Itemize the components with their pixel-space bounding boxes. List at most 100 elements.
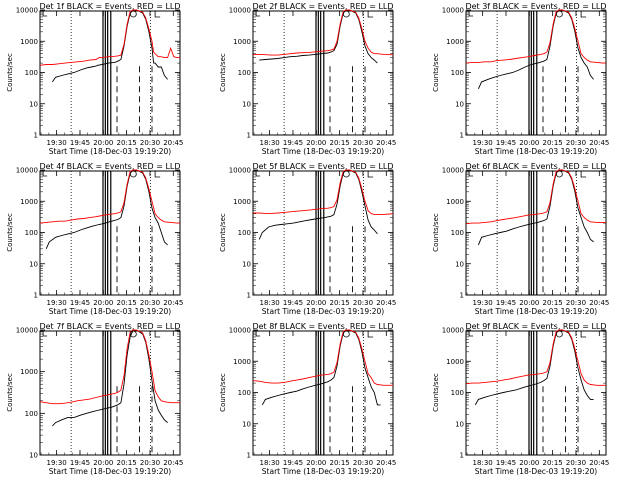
y-tick-label: 100 <box>451 69 464 77</box>
series-events-line <box>259 9 378 64</box>
corner-marker-left <box>42 171 48 177</box>
x-tick-label: 20:30 <box>353 459 373 467</box>
panel-1: Det 1f BLACK = Events, RED = LLD Counts/s… <box>6 2 183 156</box>
series-lld-line <box>252 329 393 386</box>
corner-marker <box>154 171 161 178</box>
y-tick-label: 10000 <box>442 7 464 15</box>
x-tick-label: 19:45 <box>283 299 303 307</box>
y-tick-label: 1 <box>34 132 38 140</box>
plot-frame <box>465 170 607 296</box>
x-axis-label: Start Time (18-Dec-03 19:19:20) <box>262 467 384 476</box>
series-lld-line <box>465 9 606 64</box>
y-tick-label: 1000 <box>446 358 464 366</box>
series-events-line <box>52 9 168 83</box>
x-tick-label: 20:00 <box>306 299 326 307</box>
x-tick-label: 20:15 <box>330 299 350 307</box>
x-tick-label: 20:15 <box>543 459 563 467</box>
series-events-line <box>477 169 594 246</box>
y-tick-label: 100 <box>25 69 38 77</box>
x-tick-label: 20:45 <box>163 299 183 307</box>
panel-title: Det 8f BLACK = Events, RED = LLD <box>252 322 393 331</box>
corner-marker-left <box>468 171 474 177</box>
corner-marker-left <box>42 11 48 17</box>
y-tick-label: 1000 <box>233 198 251 206</box>
x-tick-label: 19:45 <box>70 299 90 307</box>
y-tick-label: 10000 <box>16 327 38 335</box>
panel-8: Det 8f BLACK = Events, RED = LLD Counts/s… <box>219 322 396 476</box>
x-tick-label: 19:45 <box>283 459 303 467</box>
peak-marker <box>129 330 137 338</box>
panel-9: Det 9f BLACK = Events, RED = LLD Counts/s… <box>432 322 609 476</box>
series-lld-line <box>465 329 606 386</box>
x-tick-label: 19:30 <box>47 299 67 307</box>
y-tick-label: 1 <box>247 132 251 140</box>
corner-marker-left <box>255 171 261 177</box>
y-tick-label: 10000 <box>229 167 251 175</box>
y-tick-label: 1000 <box>20 198 38 206</box>
y-tick-label: 10 <box>242 420 251 428</box>
peak-marker <box>129 170 137 178</box>
x-axis-label: Start Time (18-Dec-03 19:19:20) <box>262 147 384 156</box>
y-axis-label: Counts/sec <box>219 213 227 252</box>
y-tick-label: 1 <box>460 132 464 140</box>
series-events-line <box>477 9 594 89</box>
x-tick-label: 20:00 <box>519 139 539 147</box>
panel-6: Det 6f BLACK = Events, RED = LLD Counts/s… <box>432 162 609 316</box>
y-tick-label: 1000 <box>446 38 464 46</box>
y-tick-label: 10000 <box>229 327 251 335</box>
x-tick-label: 19:30 <box>47 139 67 147</box>
series-events-line <box>261 329 381 406</box>
panel-title: Det 4f BLACK = Events, RED = LLD <box>39 162 180 171</box>
x-tick-label: 18:30 <box>473 459 493 467</box>
series-lld-line <box>39 9 180 66</box>
x-tick-label: 20:45 <box>376 139 396 147</box>
series-lld-line <box>253 9 393 56</box>
corner-marker <box>154 11 161 18</box>
y-axis-label: Counts/sec <box>219 373 227 412</box>
x-tick-label: 20:30 <box>566 459 586 467</box>
x-tick-label: 20:45 <box>376 459 396 467</box>
x-axis-label: Start Time (18-Dec-03 19:19:20) <box>49 307 171 316</box>
x-tick-label: 18:30 <box>260 139 280 147</box>
x-tick-label: 20:30 <box>566 299 586 307</box>
x-tick-label: 20:30 <box>140 139 160 147</box>
x-tick-label: 19:45 <box>496 459 516 467</box>
x-tick-label: 20:00 <box>93 459 113 467</box>
panel-title: Det 9f BLACK = Events, RED = LLD <box>465 322 606 331</box>
x-tick-label: 20:30 <box>353 299 373 307</box>
corner-marker-left <box>42 331 48 337</box>
corner-marker <box>580 331 587 338</box>
plot-frame <box>39 330 181 456</box>
y-tick-label: 10000 <box>442 327 464 335</box>
panel-5: Det 5f BLACK = Events, RED = LLD Counts/s… <box>219 162 396 316</box>
y-tick-label: 10 <box>29 452 38 460</box>
y-axis-label: Counts/sec <box>432 53 440 92</box>
y-tick-label: 100 <box>451 389 464 397</box>
corner-marker <box>367 171 374 178</box>
x-tick-label: 20:15 <box>543 299 563 307</box>
x-tick-label: 20:45 <box>376 299 396 307</box>
x-tick-label: 20:45 <box>589 139 609 147</box>
x-tick-label: 20:45 <box>589 299 609 307</box>
corner-marker <box>367 11 374 18</box>
y-tick-label: 10000 <box>229 7 251 15</box>
y-tick-label: 100 <box>238 69 251 77</box>
x-tick-label: 19:30 <box>473 139 493 147</box>
x-tick-label: 20:30 <box>140 459 160 467</box>
peak-marker <box>342 330 350 338</box>
y-tick-label: 1000 <box>20 368 38 376</box>
plot-frame <box>252 10 394 136</box>
y-axis-label: Counts/sec <box>6 53 14 92</box>
y-tick-label: 10000 <box>16 167 38 175</box>
x-axis-label: Start Time (18-Dec-03 19:19:20) <box>475 307 597 316</box>
corner-marker-left <box>255 11 261 17</box>
y-axis-label: Counts/sec <box>6 373 14 412</box>
corner-marker-left <box>468 331 474 337</box>
y-tick-label: 1000 <box>233 38 251 46</box>
x-tick-label: 20:00 <box>93 299 113 307</box>
y-tick-label: 10000 <box>16 7 38 15</box>
x-tick-label: 19:45 <box>283 139 303 147</box>
x-tick-label: 19:30 <box>47 459 67 467</box>
plot-frame <box>465 10 607 136</box>
